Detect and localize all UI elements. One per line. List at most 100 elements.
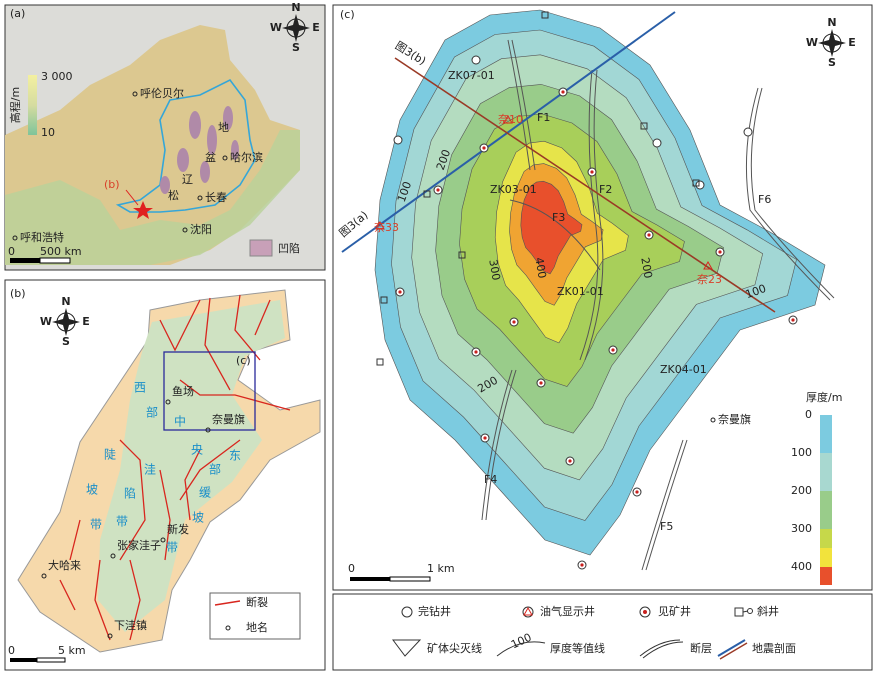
- faults: [481, 39, 835, 571]
- label: ZK01-01: [557, 285, 604, 298]
- label: 奈10: [498, 112, 523, 126]
- contour-label: 400: [532, 256, 548, 279]
- compass-star: [52, 308, 80, 336]
- contour-band: [520, 180, 583, 275]
- scale-bar: [36, 657, 66, 663]
- label: 地: [218, 121, 229, 134]
- label: 辽: [182, 173, 193, 186]
- completed-well: [652, 138, 662, 148]
- label: 央: [191, 443, 203, 457]
- wells: [375, 11, 798, 570]
- compass-star: [282, 14, 310, 42]
- label: 带: [166, 541, 178, 555]
- thickness-swatch: [820, 548, 832, 567]
- label: 坡: [192, 511, 204, 525]
- compass-letter: S: [828, 56, 836, 69]
- label: 地震剖面: [752, 641, 796, 655]
- compass-letter: N: [61, 295, 70, 308]
- label: ZK07-01: [448, 69, 495, 82]
- contour-label: 200: [638, 256, 654, 279]
- inclined-well: [458, 251, 466, 259]
- completed-well: [393, 135, 403, 145]
- compass-letter: W: [270, 21, 282, 34]
- label: 缓: [199, 486, 211, 500]
- label: ZK04-01: [660, 363, 707, 376]
- place-dot: [197, 195, 203, 201]
- ore-well-dot: [398, 290, 402, 294]
- legend-fault: [214, 600, 241, 606]
- compass-ring: [822, 33, 842, 53]
- label: 陡: [104, 448, 116, 462]
- label: 厚度/m: [806, 390, 842, 404]
- show-well: [375, 220, 385, 230]
- compass-ring: [286, 18, 306, 38]
- label: 见矿井: [658, 604, 691, 618]
- label: 张家洼子: [117, 538, 161, 552]
- ore-well-dot: [590, 170, 594, 174]
- ore-well-dot: [436, 188, 440, 192]
- label: 呼和浩特: [20, 230, 64, 244]
- label: 沈阳: [190, 222, 212, 236]
- label: 带: [90, 518, 102, 532]
- label: 500 km: [40, 245, 82, 258]
- ore-well-dot: [483, 436, 487, 440]
- seismic-section-b: [394, 57, 776, 313]
- place-dot: [110, 553, 116, 559]
- seismic-section-a: [341, 11, 676, 253]
- label: 地名: [246, 620, 268, 634]
- place-dot: [41, 573, 47, 579]
- label: 奈曼旗: [212, 412, 245, 426]
- legend-c: [332, 593, 873, 671]
- ore-well-dot: [611, 348, 615, 352]
- label: ZK03-01: [490, 183, 537, 196]
- elevation-bar: [28, 75, 37, 135]
- compass-ring: [56, 312, 76, 332]
- label: 洼: [144, 463, 156, 477]
- ore-well-dot: [568, 459, 572, 463]
- legend-box: [209, 592, 301, 640]
- lowland: [5, 130, 300, 265]
- label: 西: [134, 381, 146, 395]
- contour-label: 300: [486, 258, 502, 281]
- place-dot: [132, 91, 138, 97]
- inclined-well: [423, 190, 431, 198]
- label: F2: [599, 183, 612, 196]
- label: 长春: [205, 191, 227, 204]
- place-dot: [205, 427, 211, 433]
- label: 奈33: [374, 220, 399, 234]
- thickness-tick: 200: [791, 484, 812, 497]
- label: 部: [209, 462, 221, 477]
- place-dot: [12, 235, 18, 241]
- ore-well-dot: [561, 90, 565, 94]
- label: 断裂: [246, 595, 268, 609]
- place-dot: [107, 633, 113, 639]
- label: 0: [8, 644, 15, 657]
- label: 哈尔滨: [230, 150, 263, 164]
- pointer: [125, 189, 139, 206]
- label: 0: [8, 245, 15, 258]
- label: (c): [340, 8, 355, 21]
- place-dot: [160, 537, 166, 543]
- thickness-tick: 100: [791, 446, 812, 459]
- label: 大哈来: [48, 558, 81, 572]
- show-well: [503, 114, 513, 124]
- panel-b: [4, 279, 326, 671]
- thickness-tick: 0: [805, 408, 812, 421]
- label: F3: [552, 211, 565, 224]
- ore-well-dot: [580, 563, 584, 567]
- label: 凹陷: [278, 241, 300, 255]
- study-area-star: [133, 201, 153, 219]
- ore-well-dot: [482, 146, 486, 150]
- ore-well-dot: [474, 350, 478, 354]
- label: (a): [10, 7, 25, 20]
- faults: [59, 294, 291, 641]
- compass-letter: E: [848, 36, 856, 49]
- ore-well-dot: [718, 250, 722, 254]
- ore-well-dot: [512, 320, 516, 324]
- label: 油气显示井: [540, 604, 595, 618]
- inclined-well: [692, 179, 700, 187]
- label: 1 km: [427, 562, 455, 575]
- label: F1: [537, 111, 550, 124]
- label: 斜井: [757, 604, 779, 618]
